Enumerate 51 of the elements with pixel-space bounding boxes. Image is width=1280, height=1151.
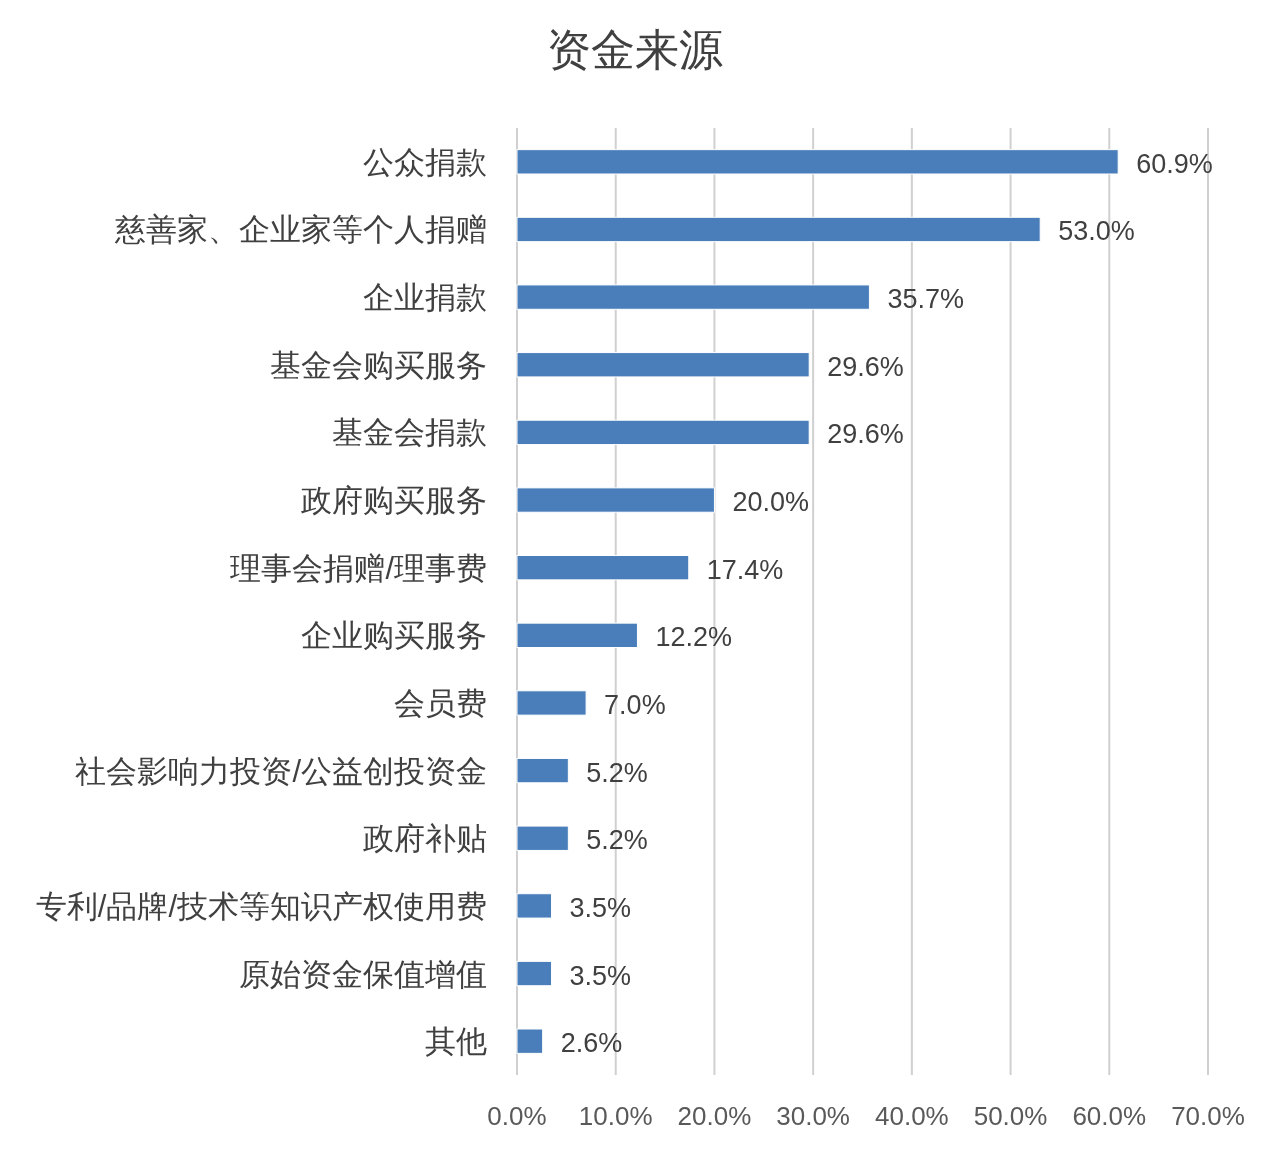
bar: [516, 757, 569, 784]
y-tick-label: 政府购买服务: [301, 483, 487, 519]
data-label: 17.4%: [706, 554, 784, 585]
y-tick-label: 基金会捐款: [332, 415, 487, 451]
y-tick-label: 会员费: [394, 685, 487, 721]
data-label: 60.9%: [1136, 148, 1213, 179]
y-tick-label: 其他: [425, 1024, 487, 1060]
data-label: 35.7%: [887, 284, 964, 315]
bar: [516, 352, 810, 378]
bar: [516, 555, 690, 581]
y-tick-label: 基金会购买服务: [270, 347, 487, 383]
y-tick-label: 慈善家、企业家等个人捐赠: [114, 212, 487, 248]
x-tick-label: 40.0%: [874, 1101, 949, 1131]
bar: [516, 825, 569, 851]
data-label: 5.2%: [586, 757, 648, 788]
x-tick-label: 30.0%: [776, 1101, 851, 1131]
bar: [516, 216, 1041, 243]
chart-title: 资金来源: [547, 25, 723, 74]
bar: [516, 1028, 544, 1054]
bar: [516, 622, 638, 648]
data-label: 3.5%: [569, 960, 632, 991]
y-tick-label: 专利/品牌/技术等知识产权使用费: [35, 888, 487, 924]
data-label: 7.0%: [604, 689, 666, 720]
bar: [516, 893, 553, 919]
bar: [516, 487, 715, 513]
bar: [516, 690, 587, 716]
data-label: 5.2%: [586, 825, 648, 856]
data-label: 53.0%: [1058, 216, 1135, 247]
x-tick-label: 50.0%: [973, 1101, 1048, 1131]
bar: [516, 149, 1119, 175]
y-tick-label: 公众捐款: [363, 144, 487, 180]
data-label: 2.6%: [560, 1028, 623, 1059]
x-tick-label: 0.0%: [487, 1101, 547, 1131]
data-label: 12.2%: [655, 622, 732, 653]
data-label: 3.5%: [569, 892, 632, 923]
x-tick-label: 60.0%: [1072, 1101, 1147, 1131]
x-tick-label: 70.0%: [1171, 1101, 1245, 1131]
x-tick-label: 10.0%: [578, 1101, 653, 1131]
y-tick-label: 原始资金保值增值: [239, 956, 487, 992]
data-label: 20.0%: [732, 487, 809, 518]
data-label: 29.6%: [827, 351, 904, 382]
bar: [516, 960, 553, 987]
data-label: 29.6%: [827, 419, 904, 450]
y-tick-label: 政府补贴: [363, 821, 487, 857]
bar: [516, 419, 810, 446]
bar: [516, 284, 870, 310]
y-tick-label: 理事会捐赠/理事费: [230, 550, 487, 586]
y-tick-label: 社会影响力投资/公益创投资金: [75, 753, 487, 789]
x-tick-label: 20.0%: [677, 1101, 752, 1131]
y-tick-label: 企业购买服务: [301, 618, 487, 654]
y-tick-label: 企业捐款: [363, 280, 487, 316]
